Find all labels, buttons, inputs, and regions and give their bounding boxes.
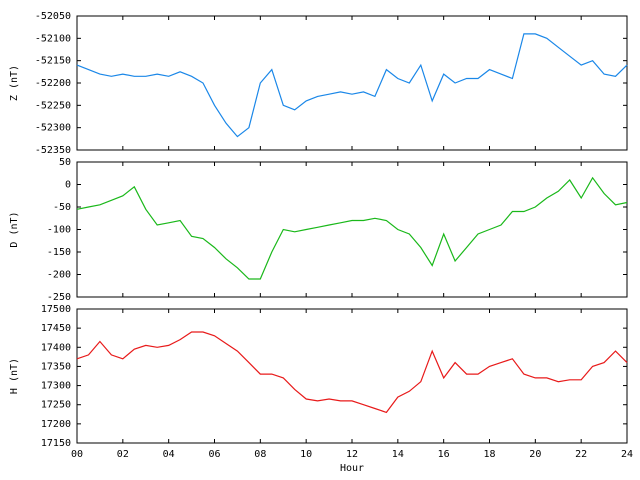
data-line xyxy=(76,176,628,280)
y-tick-label: 17250 xyxy=(41,400,71,411)
y-tick-label: -52200 xyxy=(35,78,71,89)
y-axis-label: Z (nT) xyxy=(9,65,20,101)
y-tick-label: 17150 xyxy=(41,438,71,449)
x-tick-label: 24 xyxy=(621,449,633,460)
y-axis-label: H (nT) xyxy=(9,358,20,394)
plot-frame xyxy=(76,161,628,298)
y-tick-label: 17200 xyxy=(41,419,71,430)
x-tick-label: 16 xyxy=(438,449,450,460)
x-tick-label: 00 xyxy=(71,449,83,460)
y-tick-label: -52250 xyxy=(35,100,71,111)
x-tick-label: 22 xyxy=(575,449,587,460)
y-tick-label: 17500 xyxy=(41,304,71,315)
data-line xyxy=(76,33,628,138)
y-tick-label: 50 xyxy=(59,157,71,168)
y-tick-label: -52150 xyxy=(35,56,71,67)
x-tick-label: 14 xyxy=(392,449,404,460)
x-tick-label: 04 xyxy=(163,449,175,460)
y-tick-label: -50 xyxy=(53,202,71,213)
y-tick-label: -52100 xyxy=(35,33,71,44)
y-tick-label: 17400 xyxy=(41,342,71,353)
plot-frame xyxy=(76,15,628,151)
y-tick-label: -150 xyxy=(47,247,71,258)
y-tick-label: -52350 xyxy=(35,145,71,156)
x-tick-label: 10 xyxy=(300,449,312,460)
x-tick-label: 18 xyxy=(483,449,495,460)
x-tick-label: 06 xyxy=(208,449,220,460)
y-tick-label: 0 xyxy=(65,180,71,191)
y-tick-label: 17300 xyxy=(41,381,71,392)
y-tick-label: 17450 xyxy=(41,323,71,334)
y-tick-label: -250 xyxy=(47,292,71,303)
y-tick-label: -52300 xyxy=(35,123,71,134)
data-line xyxy=(76,331,628,414)
x-axis-label: Hour xyxy=(340,463,364,474)
y-tick-label: -200 xyxy=(47,270,71,281)
x-tick-label: 20 xyxy=(529,449,541,460)
x-tick-label: 02 xyxy=(117,449,129,460)
y-axis-label: D (nT) xyxy=(9,211,20,247)
plot-frame xyxy=(76,308,628,444)
x-tick-label: 08 xyxy=(254,449,266,460)
y-tick-label: 17350 xyxy=(41,361,71,372)
y-tick-label: -100 xyxy=(47,225,71,236)
x-tick-label: 12 xyxy=(346,449,358,460)
y-tick-label: -52050 xyxy=(35,11,71,22)
